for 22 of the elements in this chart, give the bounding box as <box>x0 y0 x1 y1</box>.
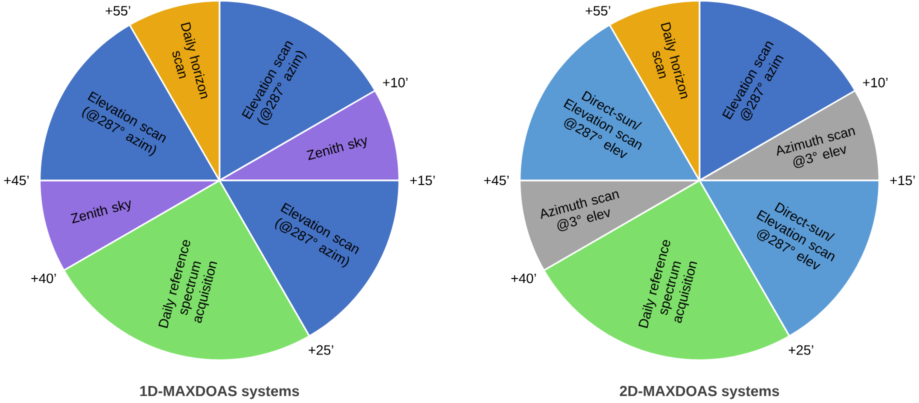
text: +45’ <box>484 176 509 186</box>
text: +40’ <box>31 274 56 284</box>
text: +15’ <box>890 176 915 186</box>
text: +55’ <box>586 6 610 16</box>
text: +10’ <box>383 78 408 88</box>
slice-label: Daily horizon scan <box>172 22 208 100</box>
text: +15’ <box>410 176 435 186</box>
text: +55’ <box>106 6 130 16</box>
text: 1D-MAXDOAS systems <box>140 386 300 400</box>
text: 2D-MAXDOAS systems <box>620 386 780 400</box>
slice-label: Daily reference spectrum acquisition <box>158 240 218 328</box>
text: +10’ <box>863 78 888 88</box>
slice-label: Daily horizon scan <box>652 22 688 100</box>
slice-label: Daily reference spectrum acquisition <box>638 240 698 328</box>
slice-label: Zenith sky <box>70 200 131 224</box>
text: +45’ <box>4 176 29 186</box>
text: +25’ <box>308 345 334 356</box>
text: +40’ <box>511 274 536 284</box>
slice-label: Azimuth scan @3° elev <box>776 128 856 168</box>
slice-label: Zenith sky <box>306 137 367 160</box>
text: +25’ <box>788 345 814 356</box>
slice-label: Azimuth scan @3° elev <box>540 192 620 232</box>
